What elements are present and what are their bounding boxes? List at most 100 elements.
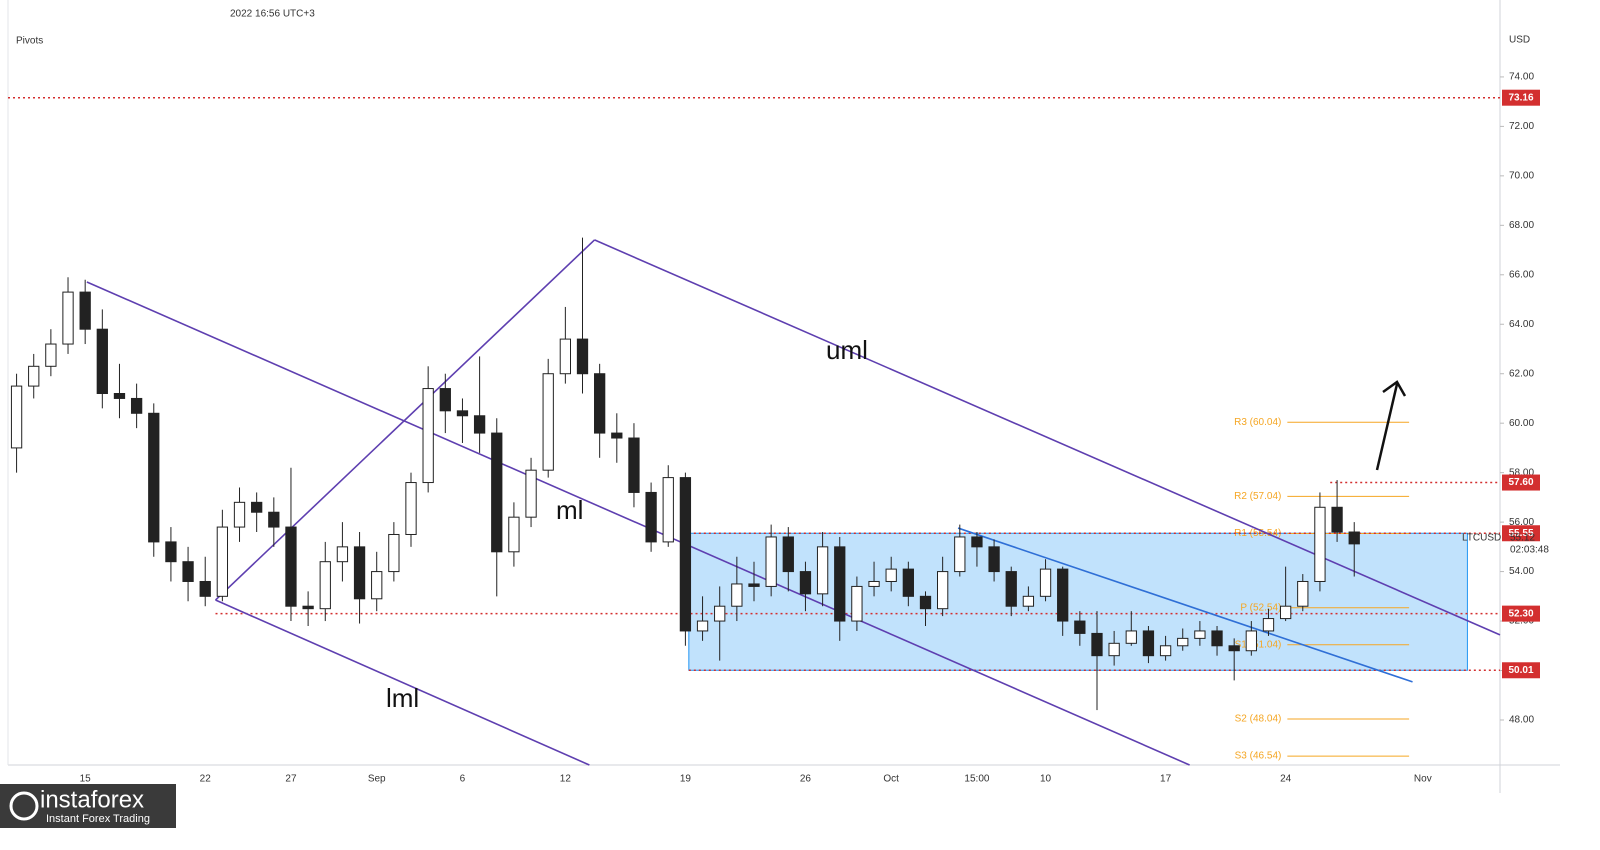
candle-body bbox=[576, 338, 589, 375]
trend-line bbox=[957, 527, 1413, 683]
x-tick-label: 24 bbox=[1280, 774, 1292, 785]
candle-body bbox=[1022, 595, 1035, 607]
candle-body bbox=[1142, 630, 1155, 657]
ml-label: ml bbox=[556, 495, 583, 525]
level-tag bbox=[1502, 474, 1540, 491]
candle-body bbox=[336, 546, 349, 563]
pivot-label: R3 (60.04) bbox=[1234, 417, 1281, 428]
pitchfork-line bbox=[214, 239, 596, 601]
level-tag bbox=[1502, 525, 1540, 542]
y-tick-label: 68.00 bbox=[1509, 220, 1534, 231]
x-tick-label: 12 bbox=[560, 774, 572, 785]
currency: USD bbox=[1509, 35, 1530, 46]
pitchfork-line bbox=[594, 239, 1501, 636]
candle-body bbox=[1348, 531, 1360, 545]
candle-body bbox=[936, 571, 949, 610]
x-tick-label: 19 bbox=[680, 774, 692, 785]
level-tag-label: 52.30 bbox=[1508, 608, 1533, 619]
candle-body bbox=[902, 568, 914, 597]
x-tick-label: 22 bbox=[200, 774, 212, 785]
indicator-name: Pivots bbox=[16, 36, 43, 47]
candle-body bbox=[885, 568, 897, 582]
candle-body bbox=[696, 620, 709, 632]
x-tick-label: 15:00 bbox=[964, 774, 989, 785]
candle-body bbox=[919, 595, 932, 610]
y-tick-label: 70.00 bbox=[1509, 170, 1534, 181]
lml-label: lml bbox=[386, 683, 419, 713]
candle-body bbox=[1245, 630, 1257, 652]
candle-body bbox=[611, 432, 623, 439]
candle-body bbox=[799, 571, 812, 595]
candle-body bbox=[1262, 618, 1275, 632]
candle-body bbox=[456, 410, 469, 417]
candle-body bbox=[1125, 630, 1137, 644]
candle-body bbox=[1091, 632, 1103, 657]
candle-body bbox=[765, 536, 777, 587]
x-tick-label: 26 bbox=[800, 774, 812, 785]
x-tick-label: 17 bbox=[1160, 774, 1172, 785]
candle-body bbox=[508, 516, 520, 553]
candle-body bbox=[302, 605, 314, 610]
y-tick-label: 60.00 bbox=[1509, 418, 1534, 429]
candle-body bbox=[1177, 637, 1189, 647]
brand: instaforex bbox=[40, 786, 144, 813]
x-tick-label: Sep bbox=[368, 774, 386, 785]
candle-body bbox=[113, 393, 126, 399]
candle-body bbox=[1194, 630, 1206, 639]
candle-body bbox=[439, 388, 451, 412]
candle-body bbox=[1331, 506, 1343, 533]
pivot-label: S1 (51.04) bbox=[1235, 639, 1282, 650]
pitchfork-line bbox=[215, 599, 590, 766]
level-tag-label: 50.01 bbox=[1508, 665, 1533, 676]
candle-body bbox=[251, 501, 263, 513]
pivot-label: S3 (46.54) bbox=[1235, 751, 1282, 762]
level-tag bbox=[1502, 605, 1540, 622]
candle-body bbox=[782, 536, 794, 573]
x-tick-label: 10 bbox=[1040, 774, 1052, 785]
candle-body bbox=[1057, 568, 1069, 622]
candle-body bbox=[268, 511, 280, 528]
candle-body bbox=[319, 561, 331, 610]
arrow bbox=[1375, 380, 1407, 471]
candle-body bbox=[559, 338, 572, 375]
candle-body bbox=[1108, 642, 1120, 657]
candle-body bbox=[834, 546, 846, 622]
candle-body bbox=[971, 536, 983, 548]
candle-body bbox=[1159, 645, 1172, 657]
y-tick-label: 64.00 bbox=[1509, 319, 1534, 330]
brand-tagline: Instant Forex Trading bbox=[46, 813, 150, 825]
candle-body bbox=[714, 605, 726, 622]
candle-body bbox=[628, 437, 640, 493]
level-tag-label: 57.60 bbox=[1508, 477, 1533, 488]
candle-body bbox=[199, 580, 211, 597]
uml-label: uml bbox=[826, 335, 868, 365]
x-tick-label: 6 bbox=[460, 774, 466, 785]
candle-body bbox=[851, 585, 863, 622]
candle-body bbox=[79, 291, 91, 330]
header-time: 2022 16:56 UTC+3 bbox=[230, 9, 315, 20]
candle-body bbox=[62, 291, 74, 345]
y-tick-label: 74.00 bbox=[1509, 72, 1534, 83]
candle-body bbox=[96, 328, 108, 395]
candle-body bbox=[748, 583, 760, 587]
pivot-label: S2 (48.04) bbox=[1235, 714, 1282, 725]
candle-body bbox=[130, 397, 143, 414]
logo: instaforex Instant Forex Trading bbox=[0, 784, 176, 828]
y-tick-label: 54.00 bbox=[1509, 566, 1534, 577]
candle-body bbox=[645, 491, 657, 543]
candle-body bbox=[679, 477, 692, 632]
candle-body bbox=[45, 343, 57, 367]
level-tag-label: 55.55 bbox=[1508, 528, 1533, 539]
candle-body bbox=[28, 365, 40, 387]
y-tick-label: 72.00 bbox=[1509, 121, 1534, 132]
countdown: 02:03:48 bbox=[1510, 545, 1549, 556]
candle-body bbox=[542, 373, 554, 471]
candle-body bbox=[1314, 506, 1326, 582]
candle-body bbox=[816, 546, 829, 595]
candle-body bbox=[1228, 645, 1240, 652]
candle-body bbox=[988, 546, 1000, 573]
y-tick-label: 48.00 bbox=[1509, 715, 1534, 726]
level-tag bbox=[1502, 89, 1540, 106]
candle-body bbox=[148, 412, 160, 543]
